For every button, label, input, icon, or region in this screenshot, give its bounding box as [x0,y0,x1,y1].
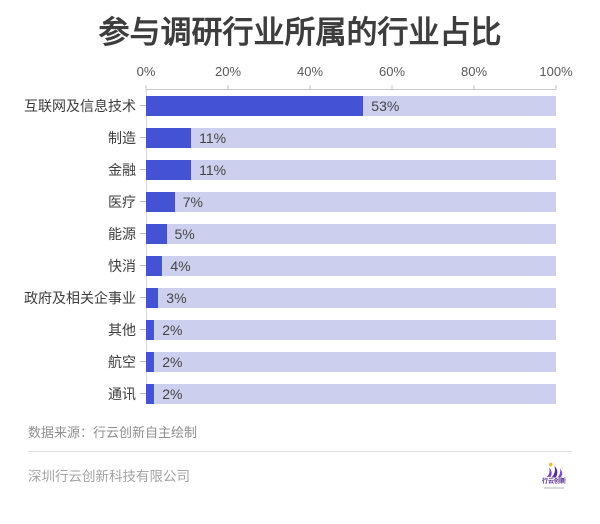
value-label: 2% [162,385,183,402]
x-axis-scale: 0% 20% 40% 60% 80% 100% [137,63,573,90]
bar-track: 7% [146,191,556,212]
category-tick-mark [140,201,146,203]
bar-row: 互联网及信息技术 53% [8,90,556,122]
value-label: 3% [166,289,187,306]
value-label: 11% [199,129,227,146]
bar-track: 11% [146,159,556,180]
x-axis-line [146,88,556,90]
bar-track: 2% [146,351,556,372]
bar-fill [146,191,175,212]
bar-fill [146,383,155,404]
bar-chart: 0% 20% 40% 60% 80% 100% 互联网及信息技术 53% 制造 11% 金融 11%… [8,63,573,410]
bar-row: 医疗 7% [8,186,556,218]
bar-fill [146,223,167,244]
source-note: 数据来源：行云创新自主绘制 [28,424,198,440]
bar-row: 政府及相关企事业 3% [8,282,556,314]
category-tick-mark [140,265,146,267]
chart-title: 参与调研行业所属的行业占比 [98,15,502,50]
bar-fill [146,95,364,116]
bar-track: 3% [146,287,556,308]
category-label: 通讯 [108,385,136,402]
category-tick-mark [140,169,146,171]
bar-fill [146,351,155,372]
category-tick-mark [140,137,146,139]
company-name: 深圳行云创新科技有限公司 [28,469,190,485]
value-label: 2% [162,321,183,338]
bar-track: 2% [146,319,556,340]
bar-track: 5% [146,223,556,244]
category-tick-mark [140,297,146,299]
axis-tick-mark [227,84,229,90]
page: 参与调研行业所属的行业占比 0% 20% 40% 60% 80% 100% 互联网及信息技… [0,14,600,524]
x-axis: 0% 20% 40% 60% 80% 100% [8,63,573,90]
bar-row: 航空 2% [8,346,556,378]
axis-spacer [8,63,146,90]
category-label: 政府及相关企事业 [24,289,136,306]
axis-tick-mark [555,84,557,90]
bar-track: 11% [146,127,556,148]
value-label: 7% [182,193,203,210]
bar-row: 其他 2% [8,314,556,346]
category-tick-mark [140,393,146,395]
bar-fill [146,287,159,308]
axis-tick-label: 40% [296,63,324,79]
axis-tick-mark [145,84,147,90]
category-label: 互联网及信息技术 [24,97,136,114]
bar-row: 通讯 2% [8,378,556,410]
category-label: 医疗 [108,193,136,210]
bar-track: 2% [146,383,556,404]
bar-track: 53% [146,95,556,116]
y-axis-line [146,89,147,404]
company-logo: 行云创新 [536,462,572,489]
axis-tick-mark [473,84,475,90]
bar-row: 快消 4% [8,250,556,282]
axis-tick-mark [391,84,393,90]
category-label: 制造 [108,129,136,146]
logo-swoosh-icon [546,462,563,478]
plot-area: 互联网及信息技术 53% 制造 11% 金融 11% 医疗 7% 能源 5% 快消 4% 政府及相关企事… [8,89,556,410]
value-label: 4% [170,257,191,274]
axis-tick-label: 80% [460,63,488,79]
value-label: 11% [199,161,227,178]
bar-track: 4% [146,255,556,276]
axis-tick-label: 20% [214,63,242,79]
category-label: 能源 [108,225,136,242]
value-label: 2% [162,353,183,370]
axis-tick-label: 100% [539,63,573,79]
bar-fill [146,127,192,148]
category-tick-mark [140,233,146,235]
logo-tagline [544,486,564,489]
category-tick-mark [140,105,146,107]
bar-row: 金融 11% [8,154,556,186]
category-label: 金融 [108,161,136,178]
category-label: 其他 [108,321,136,338]
divider [28,450,572,452]
bar-fill [146,159,192,180]
bar-row: 制造 11% [8,122,556,154]
bar-row: 能源 5% [8,218,556,250]
axis-tick-mark [309,84,311,90]
value-label: 53% [371,97,400,114]
category-tick-mark [140,329,146,331]
logo-text: 行云创新 [541,478,566,485]
footer: 深圳行云创新科技有限公司 行云创新 [28,462,572,489]
bar-fill [146,255,163,276]
category-label: 航空 [108,353,136,370]
value-label: 5% [174,225,195,242]
category-tick-mark [140,361,146,363]
axis-tick-label: 0% [136,63,156,79]
category-label: 快消 [108,257,136,274]
bar-fill [146,319,155,340]
axis-tick-label: 60% [378,63,406,79]
